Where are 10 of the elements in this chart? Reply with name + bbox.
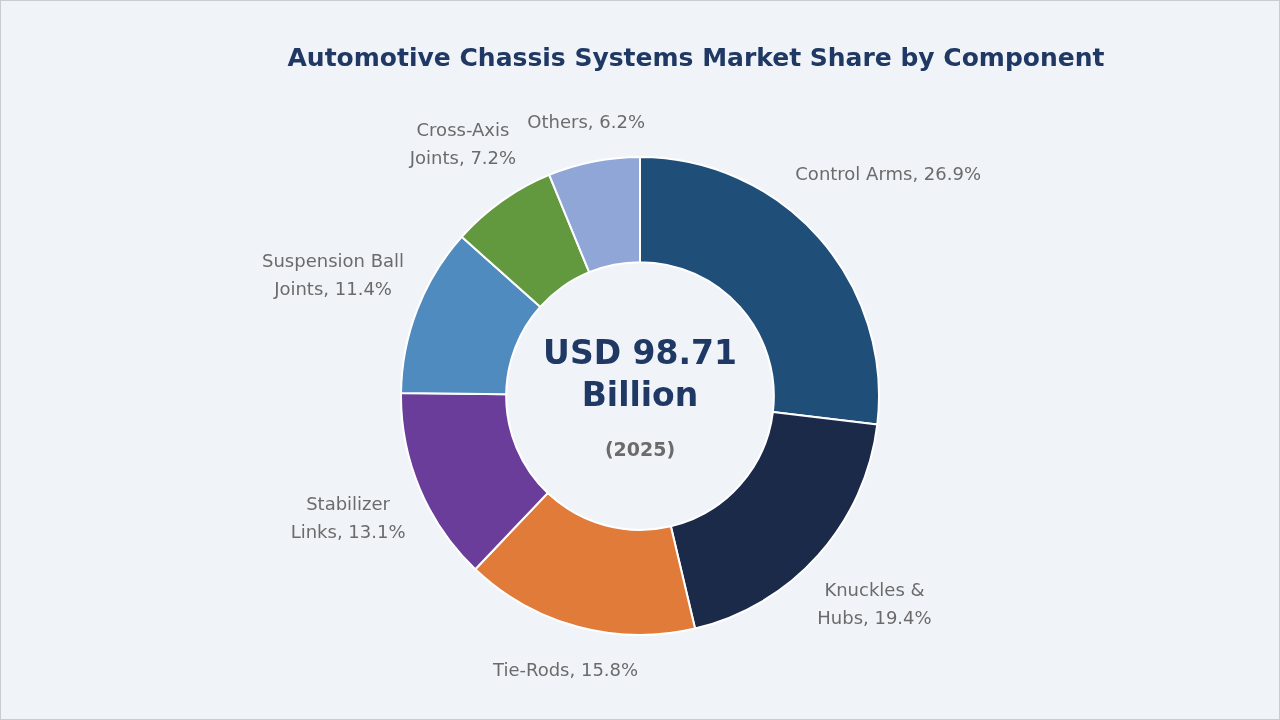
text: USD 98.71 Billion — [543, 332, 737, 414]
chart-title: Automotive Chassis Systems Market Share by Component — [287, 42, 1105, 72]
slice-label: Stabilizer Links, 13.1% — [290, 492, 406, 542]
text: (2025) — [604, 437, 676, 460]
slice-label: Control Arms, 26.9% — [795, 163, 982, 185]
slice-label: Tie-Rods, 15.8% — [491, 659, 639, 681]
slice-label: Knuckles & Hubs, 19.4% — [817, 579, 932, 628]
slice-label: Others, 6.2% — [527, 110, 646, 132]
slice-label: Cross-Axis Joints, 7.2% — [408, 119, 517, 169]
slice-label: Suspension Ball Joints, 11.4% — [262, 250, 405, 300]
